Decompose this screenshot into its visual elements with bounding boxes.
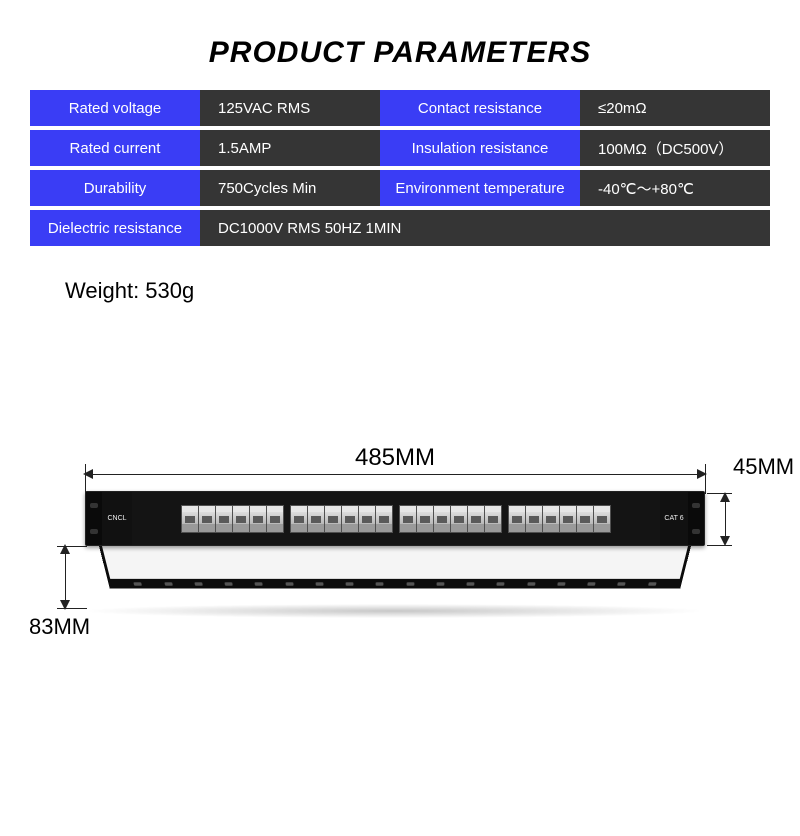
mount-slot (285, 582, 293, 585)
mount-slot (194, 582, 202, 585)
port-group (181, 505, 284, 533)
panel-ear (688, 492, 704, 545)
cable-management-bar (99, 546, 691, 588)
cell-label: Insulation resistance (380, 130, 580, 166)
rj45-port (325, 506, 341, 532)
rj45-port (560, 506, 576, 532)
mount-slot (255, 582, 263, 585)
rj45-port (509, 506, 525, 532)
cell-label: Contact resistance (380, 90, 580, 126)
table-row: Dielectric resistance DC1000V RMS 50HZ 1… (30, 210, 770, 246)
dimension-height-label: 45MM (733, 454, 794, 480)
mount-slot (436, 582, 444, 585)
rj45-port (400, 506, 416, 532)
rj45-port (233, 506, 249, 532)
cell-value: 750Cycles Min (200, 170, 380, 206)
mount-slot (587, 582, 595, 585)
mount-slot (497, 582, 505, 585)
panel-ear (86, 492, 102, 545)
dimension-tick (85, 464, 86, 494)
mount-slot (315, 582, 323, 585)
rj45-port (182, 506, 198, 532)
dimension-width-label: 485MM (85, 444, 705, 472)
patch-panel: CNCL CAT 6 (85, 491, 705, 546)
parameter-table: Rated voltage 125VAC RMS Contact resista… (30, 90, 770, 246)
rj45-port (417, 506, 433, 532)
mount-slot (467, 582, 475, 585)
dimension-tick (57, 546, 87, 547)
mount-slot (406, 582, 414, 585)
rj45-port (543, 506, 559, 532)
port-group (508, 505, 611, 533)
dimension-depth-line (65, 546, 66, 608)
shadow (89, 604, 699, 618)
rj45-port (250, 506, 266, 532)
cell-value: 125VAC RMS (200, 90, 380, 126)
table-row: Rated voltage 125VAC RMS Contact resista… (30, 90, 770, 126)
rj45-port (451, 506, 467, 532)
rj45-port (267, 506, 283, 532)
cell-label: Rated voltage (30, 90, 200, 126)
cell-label: Dielectric resistance (30, 210, 200, 246)
brand-label: CNCL (102, 515, 132, 523)
mount-slot (618, 582, 626, 585)
cell-value: DC1000V RMS 50HZ 1MIN (200, 210, 770, 246)
rj45-port (577, 506, 593, 532)
dimension-diagram: 485MM CNCL CAT 6 45MM 83MM (35, 416, 755, 716)
rj45-port (594, 506, 610, 532)
cell-label: Rated current (30, 130, 200, 166)
dimension-width-line (85, 474, 705, 475)
cell-value: 1.5AMP (200, 130, 380, 166)
mount-slot (346, 582, 354, 585)
dimension-height-line (725, 494, 726, 544)
rj45-port (468, 506, 484, 532)
dimension-tick (57, 608, 87, 609)
cell-label: Environment temperature (380, 170, 580, 206)
dimension-tick (707, 545, 732, 546)
dimension-tick (707, 493, 732, 494)
rj45-port (291, 506, 307, 532)
ports-area (132, 492, 660, 545)
cell-label: Durability (30, 170, 200, 206)
dimension-tick (705, 464, 706, 494)
bar-bottom (110, 579, 680, 588)
mount-slot (648, 582, 657, 585)
cell-value: 100MΩ（DC500V） (580, 130, 770, 166)
dimension-depth-label: 83MM (29, 614, 90, 640)
rj45-port (485, 506, 501, 532)
mount-slot (376, 582, 384, 585)
page-title: PRODUCT PARAMETERS (0, 36, 800, 70)
rj45-port (359, 506, 375, 532)
rj45-port (434, 506, 450, 532)
mount-slot (557, 582, 565, 585)
mount-slot (134, 582, 143, 585)
rj45-port (216, 506, 232, 532)
rj45-port (308, 506, 324, 532)
mount-slot (224, 582, 232, 585)
port-group (290, 505, 393, 533)
mount-slot (527, 582, 535, 585)
table-row: Durability 750Cycles Min Environment tem… (30, 170, 770, 206)
rj45-port (376, 506, 392, 532)
cat-label: CAT 6 (660, 515, 688, 522)
weight-text: Weight: 530g (65, 278, 800, 304)
rj45-port (342, 506, 358, 532)
rj45-port (526, 506, 542, 532)
cell-value: -40℃～+80℃ (580, 170, 770, 206)
cell-value: ≤20mΩ (580, 90, 770, 126)
rj45-port (199, 506, 215, 532)
mount-slot (164, 582, 172, 585)
table-row: Rated current 1.5AMP Insulation resistan… (30, 130, 770, 166)
port-group (399, 505, 502, 533)
